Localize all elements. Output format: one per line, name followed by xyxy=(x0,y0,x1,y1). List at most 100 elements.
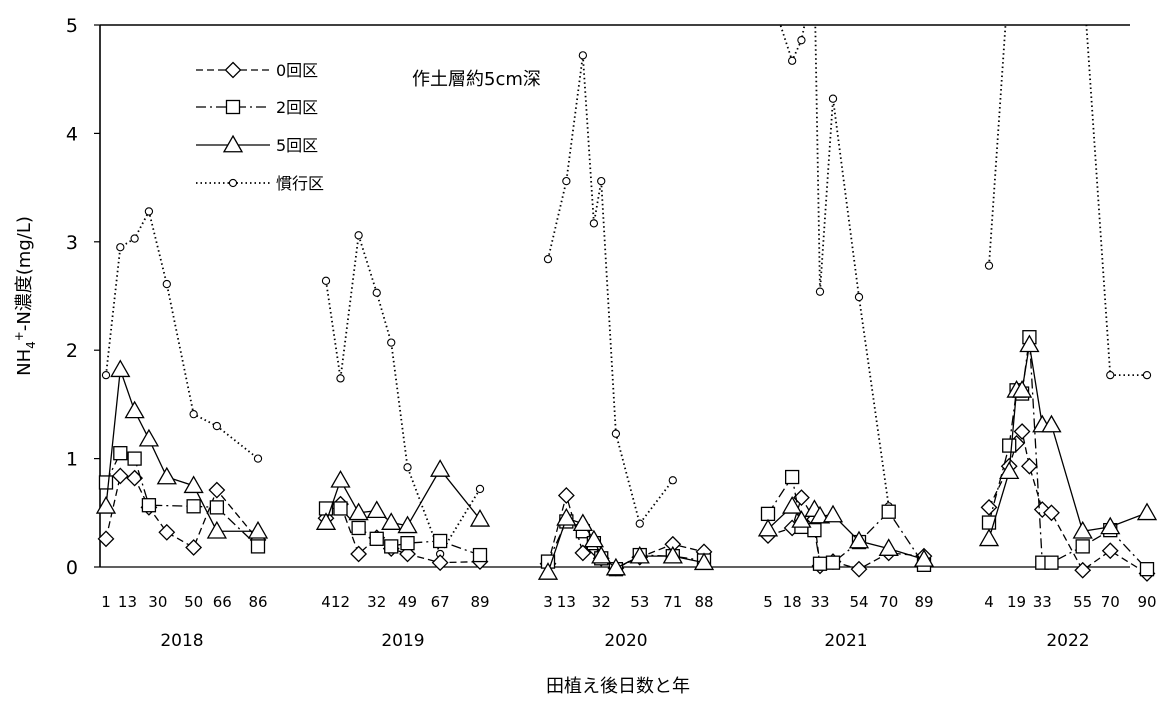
series-five-point xyxy=(1011,379,1033,398)
series-zero-point xyxy=(350,545,368,563)
series-conventional-point xyxy=(336,374,345,383)
series-zero-point xyxy=(980,498,998,516)
series-layer xyxy=(95,0,1158,582)
series-two-point xyxy=(250,539,266,554)
series-conventional-point xyxy=(543,254,553,264)
series-conventional-point xyxy=(815,287,825,296)
series-five-point xyxy=(822,504,844,523)
x-tick-label: 5 xyxy=(763,593,773,611)
series-zero-point xyxy=(1043,504,1060,522)
series-conventional-point xyxy=(1106,370,1115,380)
series-conventional-point xyxy=(387,338,396,347)
series-conventional-point xyxy=(828,94,838,103)
x-tick-label: 71 xyxy=(663,593,682,611)
x-tick-label: 33 xyxy=(810,593,829,611)
series-zero-point xyxy=(111,467,129,485)
legend-marker xyxy=(224,61,242,79)
series-five-point xyxy=(757,518,779,537)
series-five-point xyxy=(537,562,559,580)
series-two-point xyxy=(760,506,776,522)
series-conventional-point xyxy=(372,288,381,297)
x-tick-label: 54 xyxy=(849,593,868,611)
series-conventional-line-2020 xyxy=(547,55,674,526)
legend-item: 0回区 xyxy=(196,61,318,80)
x-tick-label: 18 xyxy=(783,593,802,611)
series-five-point xyxy=(156,466,177,485)
year-label-2019: 2019 xyxy=(381,631,424,651)
series-five-point xyxy=(1041,414,1062,433)
series-five-line-2018 xyxy=(105,369,258,532)
series-conventional-line-2019 xyxy=(325,235,481,557)
y-tick-label: 3 xyxy=(66,232,78,254)
series-five-point xyxy=(605,557,627,576)
year-label-2018: 2018 xyxy=(160,631,203,651)
series-five-point xyxy=(1072,520,1093,539)
series-five-line-2022 xyxy=(988,344,1148,540)
series-two-point xyxy=(472,547,488,563)
y-axis-title-sup: + xyxy=(12,331,26,341)
x-tick-label: 90 xyxy=(1137,593,1156,611)
series-five-point xyxy=(999,461,1020,480)
series-five-point xyxy=(430,459,451,477)
series-two-point xyxy=(1139,562,1155,577)
series-two-point xyxy=(881,504,896,519)
series-two-point xyxy=(127,451,142,466)
year-label-2022: 2022 xyxy=(1046,631,1089,651)
series-conventional-line-2018 xyxy=(105,208,259,460)
y-axis-title: NH4+-N濃度(mg/L) xyxy=(12,216,38,376)
y-tick-label: 2 xyxy=(66,340,78,362)
series-conventional-point xyxy=(920,0,927,4)
series-zero-point xyxy=(793,489,810,507)
x-tick-label: 88 xyxy=(694,593,713,611)
series-two-line-2022 xyxy=(988,337,1148,570)
series-two-point xyxy=(1044,555,1059,570)
y-tick-label: 5 xyxy=(66,15,78,37)
x-tick-label: 32 xyxy=(592,593,611,611)
series-conventional-point xyxy=(668,476,677,485)
plot-frame xyxy=(99,24,1130,568)
series-five-point xyxy=(556,507,577,526)
series-zero-line-2021 xyxy=(767,496,925,570)
series-zero-point xyxy=(126,469,144,487)
series-five-point xyxy=(978,528,1000,547)
x-tick-label: 89 xyxy=(470,593,489,611)
series-two-point xyxy=(812,556,828,571)
x-tick-label: 67 xyxy=(431,593,450,611)
x-tick-label: 66 xyxy=(213,593,232,611)
series-zero-point xyxy=(557,487,575,504)
x-axis-title: 田植え後日数と年 xyxy=(546,676,690,697)
x-tick-label: 4 xyxy=(984,593,994,611)
series-conventional-point xyxy=(700,0,707,4)
series-five-point xyxy=(878,538,899,556)
series-five-point xyxy=(366,500,387,519)
series-conventional-line-2022 xyxy=(988,25,1147,377)
y-axis-title-sub: 4 xyxy=(24,341,38,349)
series-conventional-point xyxy=(189,410,198,419)
series-five-point xyxy=(138,428,160,447)
series-five-point xyxy=(330,469,351,488)
series-two-point xyxy=(825,555,841,570)
series-five xyxy=(95,334,1158,580)
y-axis-ticks: 0 1 2 3 4 5 xyxy=(66,15,100,579)
series-two-point xyxy=(784,469,800,485)
series-zero-line-2022 xyxy=(988,429,1148,575)
x-tick-label: 89 xyxy=(914,593,933,611)
series-five-point xyxy=(381,512,402,530)
x-tick-label: 32 xyxy=(367,593,386,611)
x-tick-label: 13 xyxy=(118,593,137,611)
series-conventional-point xyxy=(1142,370,1152,380)
series-five-point xyxy=(206,520,227,539)
series-two xyxy=(98,330,1155,577)
x-tick-label: 70 xyxy=(879,593,898,611)
series-two-point xyxy=(1075,539,1090,554)
series-five-point xyxy=(124,400,145,419)
series-zero-point xyxy=(1020,457,1038,475)
legend-label: 0回区 xyxy=(276,61,318,80)
series-conventional-point xyxy=(162,279,171,289)
x-tick-label: 50 xyxy=(184,593,203,611)
series-conventional-point xyxy=(101,370,111,380)
series-zero-point xyxy=(97,530,115,548)
series-five-point xyxy=(809,505,831,524)
